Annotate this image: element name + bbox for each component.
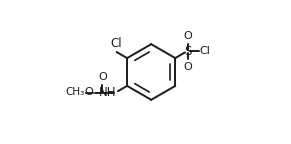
Text: NH: NH	[99, 86, 116, 99]
Text: Cl: Cl	[199, 46, 210, 56]
Text: O: O	[84, 87, 93, 97]
Text: O: O	[183, 62, 192, 72]
Text: Cl: Cl	[110, 37, 122, 50]
Text: CH₃: CH₃	[65, 87, 84, 97]
Text: S: S	[184, 45, 191, 58]
Text: O: O	[98, 72, 107, 82]
Text: O: O	[183, 31, 192, 41]
